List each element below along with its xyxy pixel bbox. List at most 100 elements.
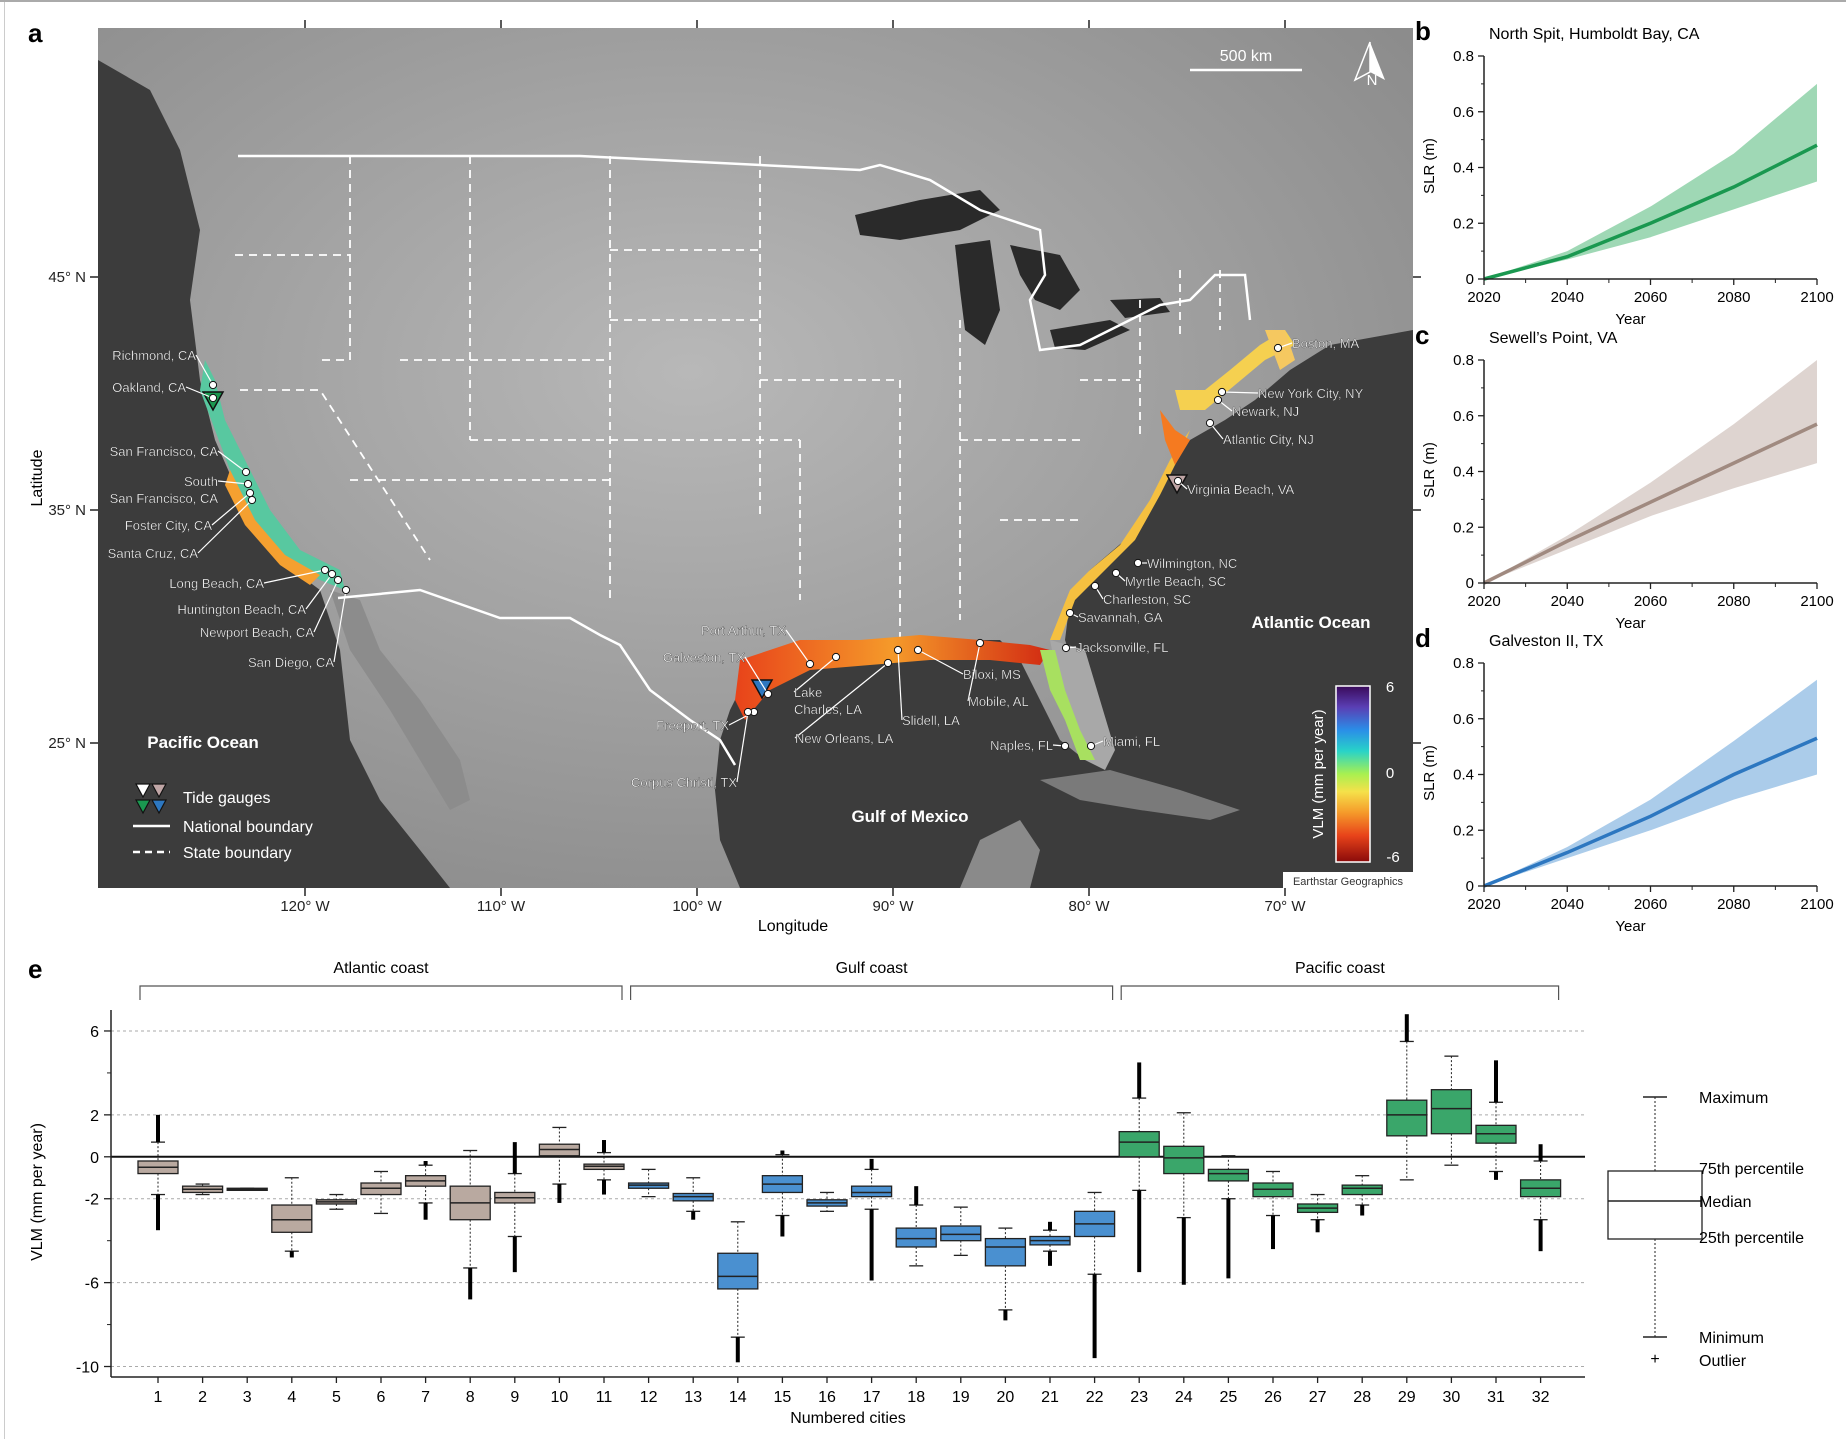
group-bracket: [139, 985, 623, 1000]
slr-panel-title: North Spit, Humboldt Bay, CA: [1489, 26, 1700, 43]
city-label: New Orleans, LA: [795, 731, 894, 746]
city-leader-line: [744, 656, 769, 695]
city-marker: [1090, 581, 1100, 591]
city-label: Newark, NJ: [1232, 404, 1299, 419]
slr-panels: b North Spit, Humboldt Bay, CA 0 0.2 0.4 0.6 0…: [1415, 16, 1834, 935]
city-label: Port Arthur, TX: [701, 623, 786, 638]
north-arrow-outline: [1353, 41, 1371, 82]
city-leader-line: [897, 649, 903, 721]
city-marker: [913, 645, 923, 655]
y-tick-label: -10: [76, 1360, 99, 1377]
box-city-16: 16: [806, 1191, 848, 1406]
city-label: Charleston, SC: [1103, 592, 1191, 607]
city-label: Newport Beach, CA: [200, 625, 314, 640]
legend-label: Median: [1699, 1194, 1751, 1211]
slr-panel-title: Galveston II, TX: [1489, 633, 1604, 650]
box-legend: + Maximum 75th percentile Median 25th percen…: [1607, 1090, 1804, 1370]
map-legend: Tide gauges National boundary State boun…: [133, 783, 313, 862]
slr-ytick-label: 0.8: [1453, 48, 1474, 65]
city-leader-line: [1221, 391, 1259, 394]
city-marker: [341, 585, 351, 595]
slr-xtick-label: 2040: [1551, 896, 1584, 913]
map-credit: Earthstar Geographics: [1293, 876, 1404, 888]
city-marker: [1205, 418, 1215, 428]
city-marker: [805, 659, 815, 669]
slr-xtick-label: 2040: [1551, 289, 1584, 306]
box-city-20: 20: [984, 1227, 1027, 1406]
x-tick-label: 16: [818, 1389, 836, 1406]
slr-median-line: [1483, 736, 1818, 888]
slr-xtick-label: 2060: [1634, 896, 1667, 913]
slr-median-line: [1483, 143, 1818, 281]
x-tick-label: 19: [952, 1389, 970, 1406]
city-marker: [245, 488, 255, 498]
slr-xtick-label: 2100: [1800, 896, 1833, 913]
box-city-24: 24: [1163, 1112, 1205, 1406]
north-arrow-icon: [1370, 42, 1385, 80]
city-leader-line: [305, 573, 333, 610]
ocean-label-pacific: Pacific Ocean: [147, 733, 259, 752]
x-tick-label: 7: [421, 1389, 430, 1406]
slr-ytick-label: 0.4: [1453, 160, 1474, 177]
box-city-9: 9: [494, 1142, 536, 1406]
slr-ytick-label: 0: [1466, 271, 1474, 288]
city-label: South: [184, 474, 218, 489]
city-label: Atlantic City, NJ: [1223, 432, 1314, 447]
city-marker: [975, 638, 985, 648]
lon-tick-label: 90° W: [872, 898, 914, 915]
slr-panel-title: Sewell’s Point, VA: [1489, 330, 1618, 347]
city-label: Myrtle Beach, SC: [1125, 574, 1226, 589]
map-land: [98, 28, 1413, 888]
legend-gauge-white-icon: [134, 783, 152, 799]
x-tick-label: 23: [1130, 1389, 1148, 1406]
box-city-27: 27: [1296, 1193, 1339, 1406]
legend-gauge-brown-icon: [150, 783, 168, 799]
lon-tick-label: 110° W: [477, 898, 526, 915]
city-leader-line: [217, 450, 247, 473]
box-city-21: 21: [1029, 1221, 1071, 1406]
city-marker: [1065, 608, 1075, 618]
city-label: Richmond, CA: [112, 348, 196, 363]
state-boundaries: [235, 156, 1221, 640]
city-marker: [1173, 476, 1183, 486]
box-iqr: [1163, 1145, 1205, 1175]
box-iqr: [1430, 1089, 1473, 1135]
city-leader-line: [197, 499, 253, 554]
y-tick-label: 6: [90, 1024, 99, 1041]
ocean-label-atlantic: Atlantic Ocean: [1251, 613, 1370, 632]
x-tick-label: 31: [1487, 1389, 1505, 1406]
credit-background: [1283, 872, 1413, 888]
legend-gauge-blue-icon: [150, 799, 168, 815]
y-tick-label: -6: [85, 1276, 99, 1293]
city-label: Charles, LA: [794, 702, 862, 717]
city-marker: [893, 645, 903, 655]
box-city-15: 15: [761, 1150, 804, 1406]
city-leader-line: [793, 656, 837, 693]
map-baja: [330, 590, 470, 810]
city-leader-line: [736, 711, 749, 783]
city-marker: [1111, 568, 1121, 578]
city-label: New York City, NY: [1258, 386, 1364, 401]
box-city-8: 8: [449, 1149, 491, 1406]
panel-letter-e: e: [28, 954, 42, 984]
group-label: Gulf coast: [836, 960, 909, 977]
city-label: Corpus Christi, TX: [631, 775, 737, 790]
city-label: Slidell, LA: [902, 713, 960, 728]
box-xlabel: Numbered cities: [790, 1410, 906, 1427]
city-marker: [1086, 741, 1096, 751]
box-city-11: 11: [583, 1140, 625, 1406]
city-marker: [247, 495, 257, 505]
slr-xlabel: Year: [1615, 615, 1645, 632]
slr-uncertainty-band: [1484, 83, 1817, 279]
colorbar-label: VLM (mm per year): [1310, 709, 1327, 838]
panel-letter-b: b: [1415, 16, 1431, 46]
tide-gauge-galveston-icon: [750, 679, 774, 700]
city-marker: [208, 380, 218, 390]
city-marker: [1217, 387, 1227, 397]
slr-ytick-label: 0.4: [1453, 767, 1474, 784]
scale-bar-label: 500 km: [1220, 48, 1272, 65]
city-marker: [1133, 558, 1143, 568]
city-label: Boston, MA: [1292, 336, 1360, 351]
box-city-13: 13: [672, 1177, 714, 1406]
box-iqr: [271, 1204, 313, 1233]
